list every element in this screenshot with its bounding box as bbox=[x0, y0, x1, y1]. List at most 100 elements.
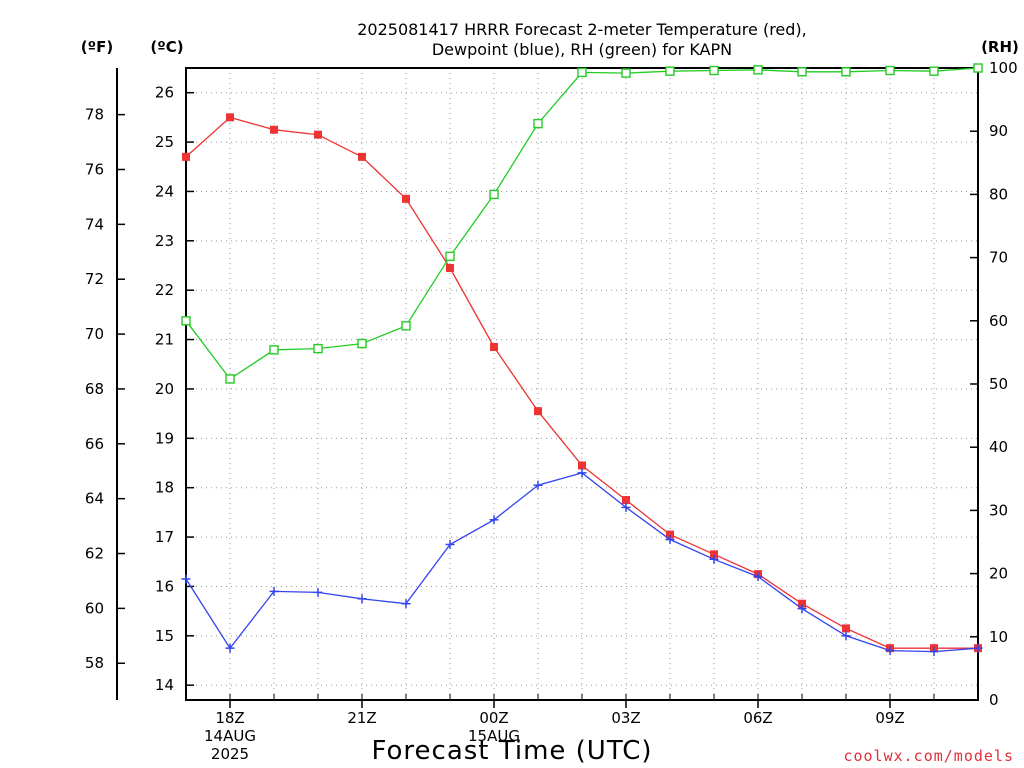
temperature-point bbox=[622, 496, 630, 505]
rh-point bbox=[929, 66, 939, 76]
celsius-tick-label: 18 bbox=[155, 479, 174, 497]
dewpoint-point bbox=[445, 539, 455, 549]
dewpoint-point bbox=[225, 643, 235, 653]
dewpoint-point bbox=[753, 572, 763, 582]
dewpoint-point bbox=[313, 587, 323, 597]
dewpoint-point bbox=[577, 468, 587, 478]
temperature-point bbox=[578, 461, 586, 470]
rh-point bbox=[225, 374, 235, 384]
x-tick-label: 18Z bbox=[215, 709, 244, 727]
rh-point bbox=[401, 321, 411, 331]
dewpoint-point bbox=[929, 647, 939, 657]
rh-tick-label: 60 bbox=[989, 312, 1008, 330]
fahrenheit-tick-label: 60 bbox=[85, 599, 104, 617]
celsius-tick-label: 20 bbox=[155, 380, 174, 398]
celsius-tick-label: 22 bbox=[155, 281, 174, 299]
rh-tick-label: 90 bbox=[989, 122, 1008, 140]
x-tick-label: 00Z bbox=[479, 709, 508, 727]
rh-unit-label: (RH) bbox=[981, 38, 1019, 56]
x-axis-label: Forecast Time (UTC) bbox=[371, 736, 652, 766]
dewpoint-point bbox=[401, 599, 411, 609]
rh-tick-label: 0 bbox=[989, 691, 999, 709]
dewpoint-point bbox=[489, 515, 499, 525]
temperature-point bbox=[446, 263, 454, 272]
fahrenheit-tick-label: 64 bbox=[85, 490, 104, 508]
dewpoint-point bbox=[269, 586, 279, 596]
celsius-unit-label: (ºC) bbox=[150, 38, 183, 56]
rh-point bbox=[357, 338, 367, 349]
temperature-point bbox=[182, 152, 190, 161]
temperature-point bbox=[358, 152, 366, 161]
rh-point bbox=[665, 66, 675, 76]
chart-title-line2: Dewpoint (blue), RH (green) for KAPN bbox=[432, 40, 732, 59]
celsius-tick-label: 17 bbox=[155, 528, 174, 546]
rh-point bbox=[313, 343, 323, 354]
credit-link[interactable]: coolwx.com/models bbox=[843, 747, 1014, 765]
temperature-point bbox=[710, 550, 718, 559]
celsius-tick-label: 19 bbox=[155, 429, 174, 447]
fahrenheit-tick-label: 68 bbox=[85, 380, 104, 398]
celsius-tick-label: 26 bbox=[155, 84, 174, 102]
celsius-tick-label: 15 bbox=[155, 627, 174, 645]
dewpoint-point bbox=[973, 643, 983, 653]
rh-point bbox=[753, 65, 763, 75]
rh-point bbox=[621, 68, 631, 78]
dewpoint-point bbox=[709, 554, 719, 564]
fahrenheit-tick-label: 76 bbox=[85, 160, 104, 178]
rh-point bbox=[489, 189, 499, 200]
temperature-point bbox=[798, 599, 806, 608]
dewpoint-point bbox=[665, 535, 675, 545]
x-tick-label: 2025 bbox=[211, 745, 249, 763]
rh-tick-label: 100 bbox=[989, 59, 1018, 77]
temperature-point bbox=[226, 113, 234, 122]
rh-tick-label: 30 bbox=[989, 501, 1008, 519]
temperature-point bbox=[842, 624, 850, 633]
temperature-point bbox=[314, 130, 322, 139]
x-tick-label: 15AUG bbox=[468, 727, 520, 745]
dewpoint-series bbox=[181, 468, 983, 657]
fahrenheit-tick-label: 74 bbox=[85, 215, 104, 233]
rh-point bbox=[885, 65, 895, 76]
data-series bbox=[181, 63, 983, 657]
fahrenheit-tick-label: 78 bbox=[85, 106, 104, 124]
dewpoint-point bbox=[841, 631, 851, 641]
dewpoint-point bbox=[181, 574, 191, 584]
dewpoint-point bbox=[885, 646, 895, 656]
rh-point bbox=[181, 316, 191, 326]
temperature-point bbox=[490, 342, 498, 351]
dewpoint-point bbox=[533, 480, 543, 490]
fahrenheit-tick-label: 70 bbox=[85, 325, 104, 343]
rh-series bbox=[181, 63, 983, 384]
temperature-point bbox=[666, 530, 674, 539]
celsius-tick-label: 25 bbox=[155, 133, 174, 151]
grid-lines bbox=[186, 68, 978, 700]
temperature-point bbox=[534, 407, 542, 416]
temperature-point bbox=[402, 194, 410, 203]
celsius-tick-label: 23 bbox=[155, 232, 174, 250]
temperature-series bbox=[182, 113, 982, 653]
rh-tick-label: 80 bbox=[989, 185, 1008, 203]
celsius-tick-label: 16 bbox=[155, 577, 174, 595]
rh-point bbox=[797, 67, 807, 77]
rh-tick-label: 10 bbox=[989, 628, 1008, 646]
rh-point bbox=[533, 118, 543, 129]
celsius-tick-label: 21 bbox=[155, 331, 174, 349]
x-tick-label: 21Z bbox=[347, 709, 376, 727]
celsius-tick-label: 14 bbox=[155, 676, 174, 694]
rh-point bbox=[709, 65, 719, 76]
celsius-tick-label: 24 bbox=[155, 182, 174, 200]
x-tick-label: 06Z bbox=[743, 709, 772, 727]
chart-title-line1: 2025081417 HRRR Forecast 2-meter Tempera… bbox=[357, 20, 807, 39]
dewpoint-line bbox=[185, 472, 979, 653]
fahrenheit-unit-label: (ºF) bbox=[81, 38, 113, 56]
fahrenheit-tick-label: 58 bbox=[85, 654, 104, 672]
x-tick-label: 03Z bbox=[611, 709, 640, 727]
dewpoint-point bbox=[621, 502, 631, 512]
rh-point bbox=[445, 251, 455, 262]
rh-tick-label: 50 bbox=[989, 375, 1008, 393]
dewpoint-point bbox=[797, 604, 807, 614]
rh-point bbox=[269, 345, 279, 355]
rh-point bbox=[973, 63, 983, 73]
